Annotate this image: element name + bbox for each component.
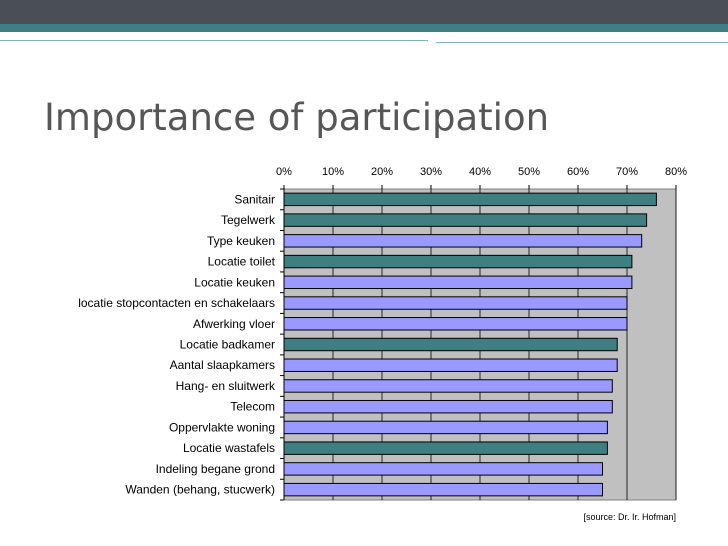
bar [283, 462, 603, 476]
bar [283, 213, 648, 227]
category-label: Type keuken [207, 234, 275, 248]
bar [283, 296, 628, 310]
bar [283, 254, 633, 269]
x-tick-label: 40% [469, 166, 491, 178]
slide-title: Importance of participation [44, 96, 550, 139]
category-label: Aantal slaapkamers [170, 358, 275, 372]
category-label: Hang- en sluitwerk [176, 379, 276, 393]
x-tick-label: 80% [665, 166, 687, 178]
category-label: Telecom [230, 400, 275, 414]
category-label: Locatie badkamer [180, 338, 275, 352]
bar [283, 234, 643, 248]
bar [283, 379, 613, 393]
x-tick-label: 60% [567, 166, 589, 178]
category-label: Locatie keuken [194, 275, 275, 289]
header-thin-line-right [436, 42, 728, 43]
bar [283, 337, 618, 352]
category-label: Tegelwerk [221, 213, 276, 227]
header-thin-line-left [0, 40, 428, 41]
bar [283, 275, 633, 290]
category-label: Wanden (behang, stucwerk) [125, 483, 275, 497]
category-label: Oppervlakte woning [169, 420, 275, 434]
bar [283, 420, 608, 435]
category-label: Sanitair [234, 192, 275, 206]
x-tick-label: 20% [371, 166, 393, 178]
category-label: Afwerking vloer [193, 317, 275, 331]
x-tick-label: 70% [616, 166, 638, 178]
bar [283, 399, 613, 414]
category-label: Indeling begane grond [156, 462, 275, 476]
x-tick-label: 0% [276, 166, 292, 178]
header-dark-band [0, 0, 728, 24]
category-label: Locatie toilet [208, 255, 276, 269]
bar [283, 441, 608, 455]
header-teal-band [0, 24, 728, 32]
x-tick-label: 10% [322, 166, 344, 178]
category-label: locatie stopcontacten en schakelaars [78, 296, 275, 310]
bar [283, 482, 603, 497]
category-label: Locatie wastafels [183, 441, 275, 455]
bar [283, 317, 628, 331]
bar [283, 192, 657, 207]
bar [283, 358, 618, 372]
x-tick-label: 50% [518, 166, 540, 178]
x-tick-label: 30% [420, 166, 442, 178]
source-note: [source: Dr. Ir. Hofman] [583, 512, 676, 522]
